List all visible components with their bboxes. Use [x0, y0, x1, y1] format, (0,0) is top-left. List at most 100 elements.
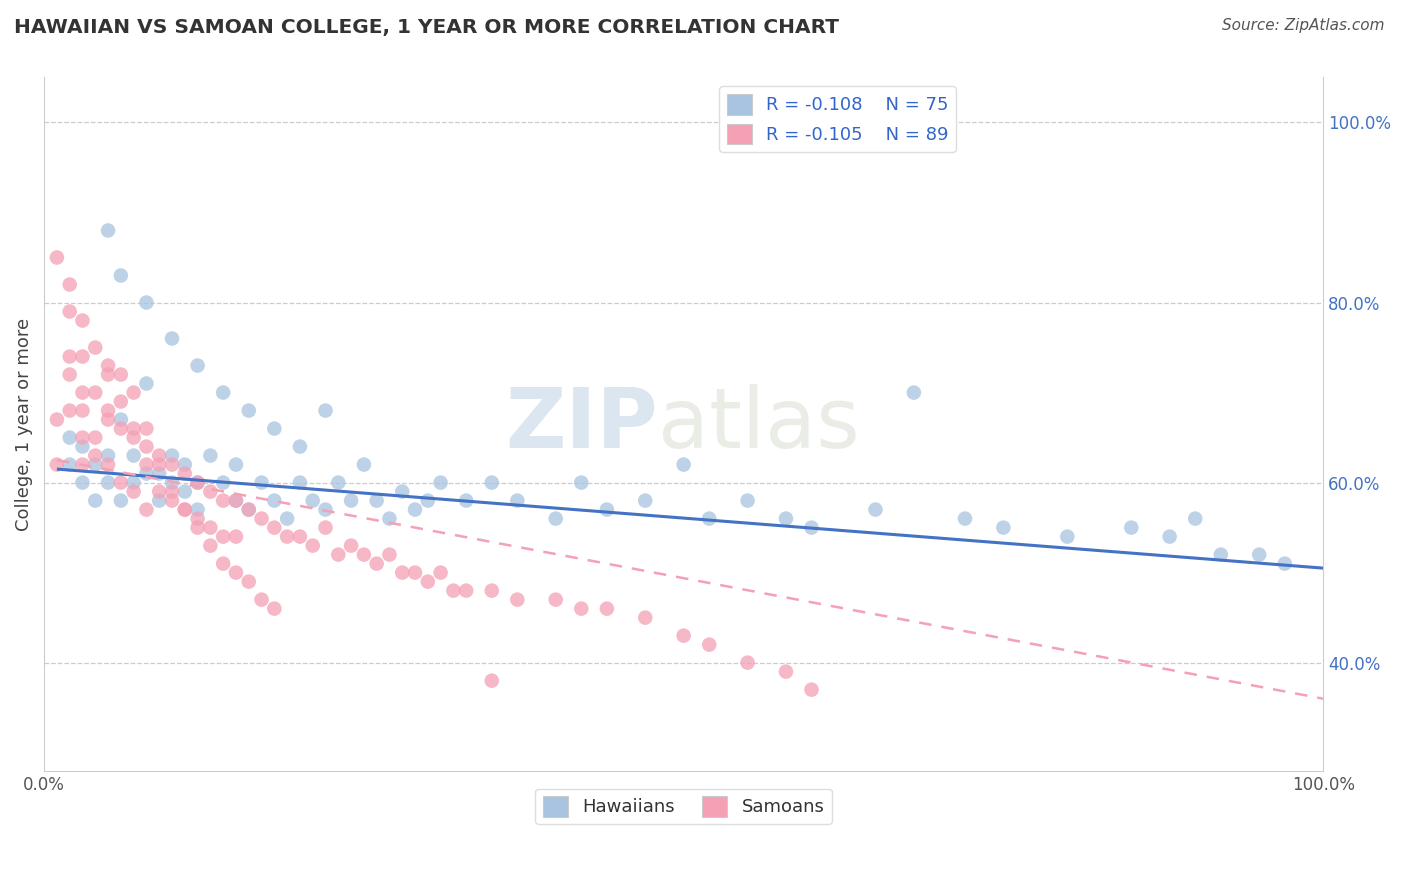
Point [378, 511, 401, 525]
Point [378, 548, 401, 562]
Point [1249, 548, 1271, 562]
Point [481, 475, 503, 490]
Point [225, 530, 247, 544]
Point [225, 493, 247, 508]
Point [315, 403, 337, 417]
Point [160, 332, 183, 346]
Point [200, 520, 222, 534]
Point [315, 502, 337, 516]
Point [416, 493, 439, 508]
Point [122, 475, 145, 490]
Point [84, 341, 107, 355]
Point [596, 502, 619, 516]
Point [366, 557, 388, 571]
Point [366, 493, 388, 508]
Point [391, 566, 413, 580]
Point [212, 475, 235, 490]
Point [135, 376, 157, 391]
Point [187, 359, 209, 373]
Point [340, 493, 363, 508]
Point [160, 449, 183, 463]
Point [187, 475, 209, 490]
Point [456, 583, 478, 598]
Point [429, 475, 451, 490]
Point [187, 475, 209, 490]
Point [148, 493, 170, 508]
Point [1121, 520, 1143, 534]
Point [800, 682, 823, 697]
Point [441, 583, 464, 598]
Point [122, 385, 145, 400]
Point [1209, 548, 1232, 562]
Point [148, 467, 170, 481]
Point [506, 493, 529, 508]
Point [122, 421, 145, 435]
Point [865, 502, 887, 516]
Text: HAWAIIAN VS SAMOAN COLLEGE, 1 YEAR OR MORE CORRELATION CHART: HAWAIIAN VS SAMOAN COLLEGE, 1 YEAR OR MO… [14, 18, 839, 37]
Point [187, 520, 209, 534]
Point [173, 502, 195, 516]
Point [250, 592, 273, 607]
Point [775, 511, 797, 525]
Point [212, 493, 235, 508]
Point [288, 530, 311, 544]
Point [135, 295, 157, 310]
Point [122, 449, 145, 463]
Point [288, 440, 311, 454]
Point [596, 601, 619, 615]
Point [45, 251, 67, 265]
Point [250, 511, 273, 525]
Point [328, 475, 350, 490]
Point [301, 493, 323, 508]
Point [59, 431, 82, 445]
Text: atlas: atlas [658, 384, 860, 465]
Point [225, 458, 247, 472]
Point [110, 475, 132, 490]
Point [569, 601, 592, 615]
Point [173, 458, 195, 472]
Point [697, 638, 720, 652]
Point [97, 403, 120, 417]
Point [481, 583, 503, 598]
Point [238, 574, 260, 589]
Point [173, 484, 195, 499]
Point [404, 566, 426, 580]
Point [634, 493, 657, 508]
Point [288, 475, 311, 490]
Point [212, 557, 235, 571]
Point [775, 665, 797, 679]
Point [263, 601, 285, 615]
Point [1184, 511, 1206, 525]
Point [110, 368, 132, 382]
Point [276, 530, 298, 544]
Point [903, 385, 925, 400]
Point [353, 548, 375, 562]
Point [697, 511, 720, 525]
Point [97, 449, 120, 463]
Point [1274, 557, 1296, 571]
Point [737, 493, 759, 508]
Text: Source: ZipAtlas.com: Source: ZipAtlas.com [1222, 18, 1385, 33]
Point [59, 350, 82, 364]
Point [301, 539, 323, 553]
Point [45, 412, 67, 426]
Point [212, 385, 235, 400]
Point [212, 530, 235, 544]
Point [187, 511, 209, 525]
Point [569, 475, 592, 490]
Point [72, 431, 94, 445]
Point [544, 511, 567, 525]
Point [148, 484, 170, 499]
Point [110, 394, 132, 409]
Point [59, 458, 82, 472]
Point [72, 458, 94, 472]
Point [122, 484, 145, 499]
Point [328, 548, 350, 562]
Point [200, 484, 222, 499]
Point [1159, 530, 1181, 544]
Point [122, 431, 145, 445]
Point [173, 467, 195, 481]
Point [84, 458, 107, 472]
Point [263, 520, 285, 534]
Point [481, 673, 503, 688]
